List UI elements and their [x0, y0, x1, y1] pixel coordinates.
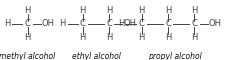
- Text: H: H: [106, 33, 112, 42]
- Text: H: H: [191, 6, 198, 15]
- Text: H: H: [106, 6, 112, 15]
- Text: H: H: [4, 20, 10, 28]
- Text: C: C: [80, 20, 86, 28]
- Text: H: H: [80, 33, 86, 42]
- Text: OH: OH: [42, 20, 54, 28]
- Text: C: C: [165, 20, 171, 28]
- Text: C: C: [139, 20, 144, 28]
- Text: H: H: [191, 33, 198, 42]
- Text: H: H: [138, 33, 145, 42]
- Text: C: C: [25, 20, 30, 28]
- Text: H: H: [24, 33, 31, 42]
- Text: H: H: [80, 6, 86, 15]
- Text: propyl alcohol: propyl alcohol: [148, 52, 202, 60]
- Text: OH: OH: [123, 20, 136, 28]
- Text: C: C: [192, 20, 197, 28]
- Text: H: H: [165, 33, 171, 42]
- Text: OH: OH: [208, 20, 221, 28]
- Text: H: H: [165, 6, 171, 15]
- Text: H: H: [59, 20, 66, 28]
- Text: H: H: [118, 20, 124, 28]
- Text: H: H: [138, 6, 145, 15]
- Text: C: C: [106, 20, 112, 28]
- Text: ethyl alcohol: ethyl alcohol: [72, 52, 120, 60]
- Text: H: H: [24, 6, 31, 15]
- Text: methyl alcohol: methyl alcohol: [0, 52, 56, 60]
